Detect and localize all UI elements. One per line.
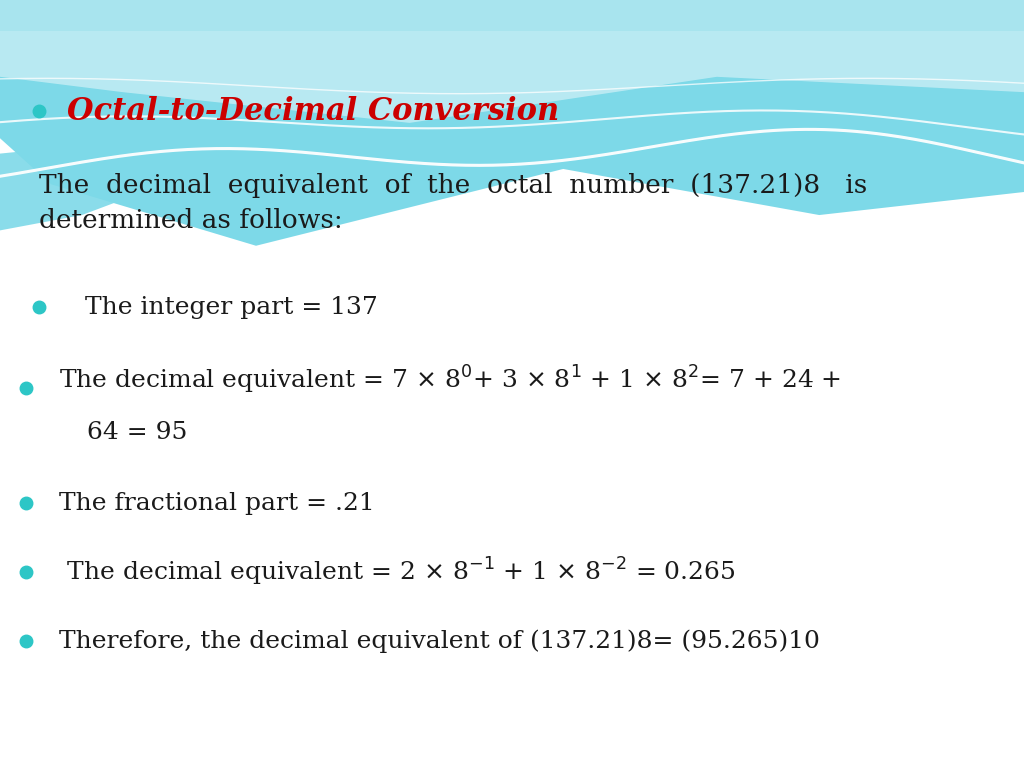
Text: The  decimal  equivalent  of  the  octal  number  (137.21)8   is
determined as f: The decimal equivalent of the octal numb… [39,173,867,233]
Polygon shape [0,0,1024,31]
Polygon shape [0,0,1024,246]
Text: The fractional part = .21: The fractional part = .21 [59,492,375,515]
Text: Octal-to-Decimal Conversion: Octal-to-Decimal Conversion [67,96,559,127]
Polygon shape [0,0,1024,123]
Text: 64 = 95: 64 = 95 [87,421,187,444]
Text: The decimal equivalent = 2 $\times$ 8$^{-1}$ + 1 $\times$ 8$^{-2}$ = 0.265: The decimal equivalent = 2 $\times$ 8$^{… [59,556,735,588]
Text: The decimal equivalent = 7 $\times$ 8$^{0}$+ 3 $\times$ 8$^{1}$ + 1 $\times$ 8$^: The decimal equivalent = 7 $\times$ 8$^{… [59,364,842,396]
Text: Therefore, the decimal equivalent of (137.21)8= (95.265)10: Therefore, the decimal equivalent of (13… [59,630,820,653]
Text: The integer part = 137: The integer part = 137 [77,296,378,319]
Polygon shape [0,138,205,230]
